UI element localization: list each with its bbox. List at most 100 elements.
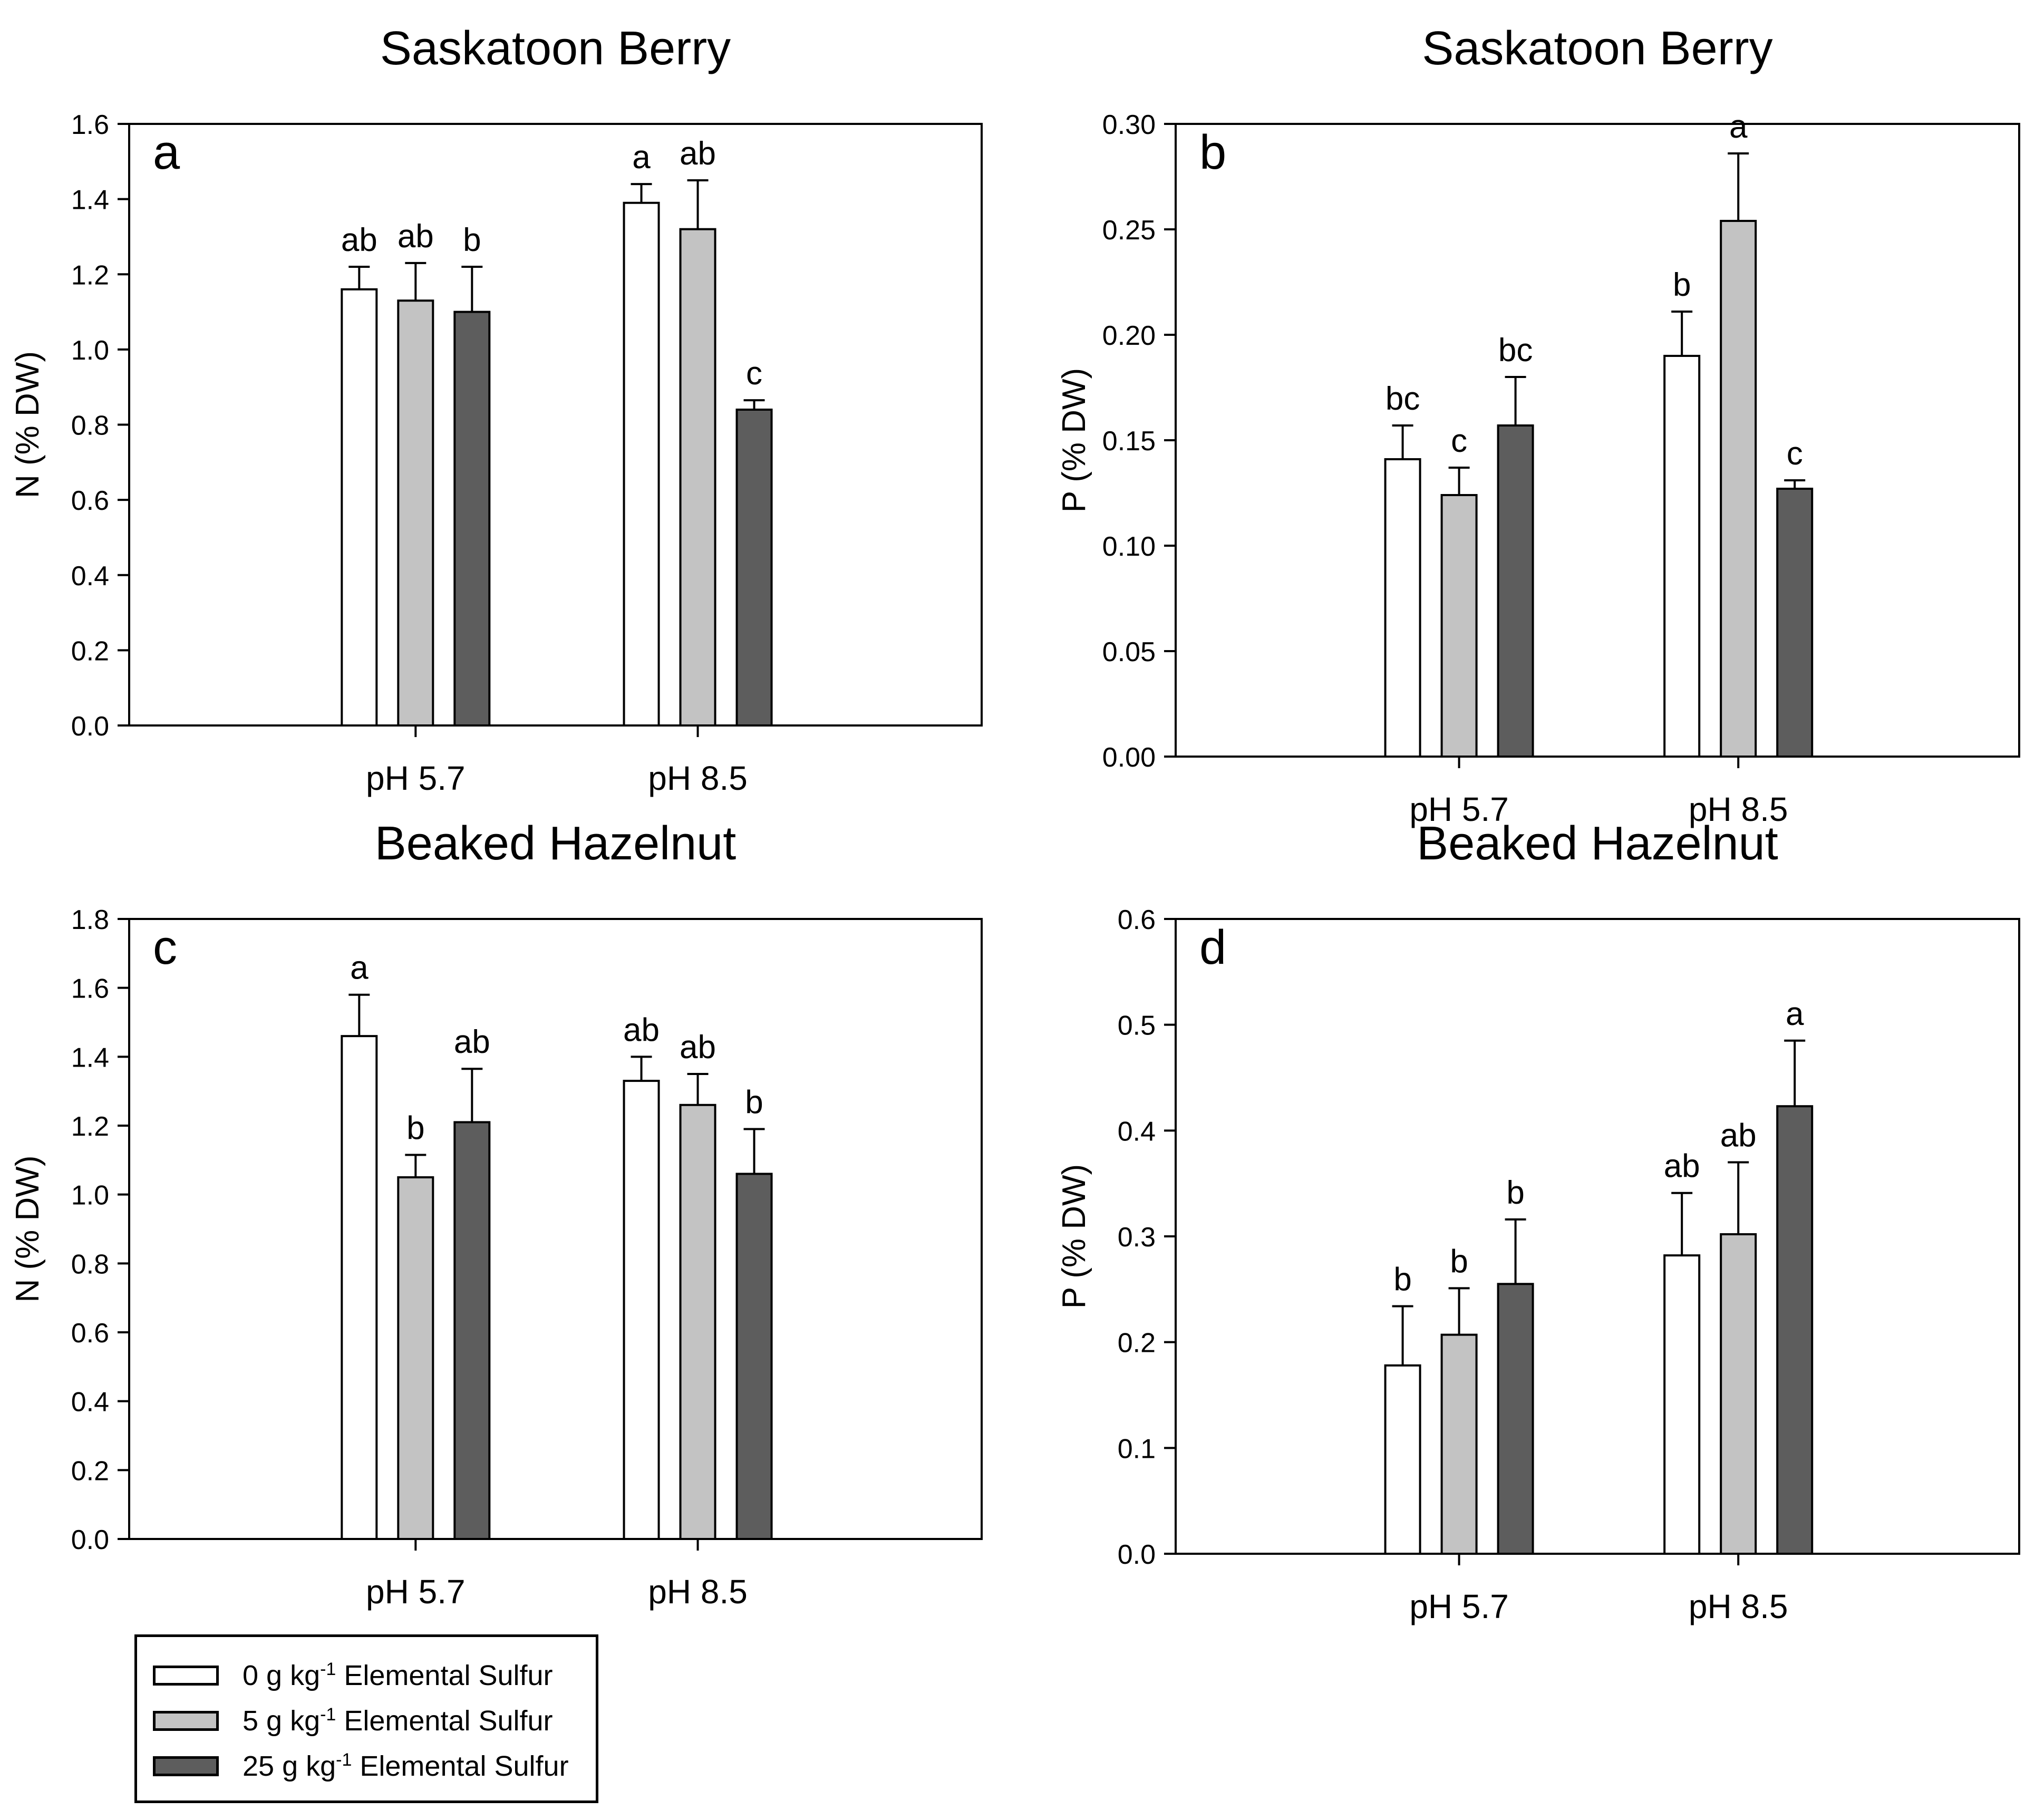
x-category-label: pH 5.7 bbox=[1409, 790, 1509, 828]
panel-a-saskatoon-berry-n: Saskatoon Berry N (% DW) 0.0 0.2 0.4 0.6 0.8 1.… bbox=[0, 0, 1018, 838]
chart-title: Saskatoon Berry bbox=[380, 22, 731, 75]
panel-letter: c bbox=[153, 921, 177, 974]
plot-box bbox=[1175, 918, 2020, 1555]
significance-letter: b bbox=[745, 1085, 763, 1121]
chart-title: Saskatoon Berry bbox=[1422, 22, 1772, 75]
series-1: b ab bbox=[397, 1029, 716, 1540]
significance-letter: bc bbox=[1498, 332, 1533, 369]
significance-letter: ab bbox=[1720, 1118, 1757, 1154]
x-category-label: pH 8.5 bbox=[648, 759, 748, 797]
y-axis: 0.0 0.2 0.4 0.6 0.8 1.0 1.2 1.4 1.6 1.8 bbox=[71, 905, 129, 1555]
y-tick-label: 1.8 bbox=[71, 905, 109, 935]
series-2: bc c bbox=[1497, 332, 1814, 758]
panel-letter: d bbox=[1199, 921, 1226, 974]
series-0: bc b bbox=[1384, 267, 1701, 758]
y-tick-label: 0.0 bbox=[71, 1525, 109, 1555]
panel-a-chart-svg: Saskatoon Berry N (% DW) 0.0 0.2 0.4 0.6 0.8 1.… bbox=[9, 22, 983, 797]
significance-letter: ab bbox=[454, 1024, 490, 1060]
legend-label: 0 g kg-1 Elemental Sulfur bbox=[243, 1659, 553, 1691]
series-0: a ab bbox=[341, 950, 660, 1540]
y-tick-label: 0.2 bbox=[1118, 1328, 1156, 1359]
y-tick-label: 1.4 bbox=[71, 185, 109, 216]
bar bbox=[679, 228, 716, 727]
y-axis: 0.0 0.2 0.4 0.6 0.8 1.0 1.2 1.4 1.6 bbox=[71, 110, 129, 742]
y-tick-label: 0.0 bbox=[1118, 1540, 1156, 1570]
legend-label: 25 g kg-1 Elemental Sulfur bbox=[243, 1750, 569, 1782]
y-tick-label: 0.8 bbox=[71, 411, 109, 441]
legend-swatch bbox=[153, 1711, 219, 1731]
y-tick-label: 1.6 bbox=[71, 974, 109, 1004]
bar bbox=[453, 1121, 491, 1540]
significance-letter: b bbox=[1450, 1243, 1468, 1280]
bar bbox=[341, 288, 378, 727]
series-0: ab a bbox=[341, 139, 660, 727]
x-category-label: pH 8.5 bbox=[1689, 1587, 1788, 1625]
y-tick-label: 1.6 bbox=[71, 110, 109, 140]
bar bbox=[397, 1176, 434, 1540]
y-tick-label: 0.25 bbox=[1102, 215, 1156, 246]
x-category-label: pH 5.7 bbox=[366, 759, 466, 797]
significance-letter: c bbox=[746, 355, 762, 392]
chart-title: Beaked Hazelnut bbox=[1417, 817, 1778, 870]
bar bbox=[341, 1035, 378, 1540]
y-tick-label: 0.4 bbox=[71, 561, 109, 592]
panel-d-beaked-hazelnut-p: Beaked Hazelnut P (% DW) 0.0 0.1 0.2 0.3 0.4 0.… bbox=[1018, 795, 2035, 1633]
significance-letter: b bbox=[1506, 1175, 1524, 1211]
x-axis: pH 5.7 pH 8.5 bbox=[366, 1539, 748, 1611]
significance-letter: ab bbox=[680, 135, 716, 172]
significance-letter: ab bbox=[341, 222, 377, 258]
y-tick-label: 0.4 bbox=[71, 1387, 109, 1418]
bar bbox=[1776, 1105, 1814, 1555]
y-tick-label: 0.1 bbox=[1118, 1434, 1156, 1464]
series-2: abb bbox=[453, 1024, 773, 1540]
x-category-label: pH 8.5 bbox=[648, 1573, 748, 1611]
panel-letter: a bbox=[153, 125, 180, 179]
panel-letter: b bbox=[1199, 125, 1226, 179]
legend-item: 25 g kg-1 Elemental Sulfur bbox=[137, 1744, 596, 1789]
bar bbox=[397, 299, 434, 727]
y-axis-label: P (% DW) bbox=[1056, 1164, 1092, 1309]
x-axis: pH 5.7 pH 8.5 bbox=[1409, 1554, 1788, 1625]
bar bbox=[1663, 355, 1701, 758]
significance-letter: ab bbox=[623, 1012, 660, 1048]
y-tick-label: 0.5 bbox=[1118, 1011, 1156, 1041]
significance-letter: c bbox=[1787, 435, 1803, 472]
bar bbox=[1497, 424, 1534, 758]
legend-item: 5 g kg-1 Elemental Sulfur bbox=[137, 1698, 596, 1744]
significance-letter: b bbox=[1393, 1261, 1411, 1298]
y-tick-label: 0.6 bbox=[71, 1318, 109, 1349]
significance-letter: ab bbox=[680, 1029, 716, 1066]
x-axis: pH 5.7 pH 8.5 bbox=[1409, 757, 1788, 828]
bar bbox=[1776, 488, 1814, 758]
bar bbox=[1720, 220, 1757, 758]
legend-label: 5 g kg-1 Elemental Sulfur bbox=[243, 1705, 553, 1737]
significance-letter: c bbox=[1451, 423, 1467, 459]
significance-letter: b bbox=[463, 222, 481, 258]
y-tick-label: 0.6 bbox=[71, 486, 109, 516]
plot-box bbox=[128, 123, 983, 727]
y-axis: 0.00 0.05 0.10 0.15 0.20 0.25 0.30 bbox=[1102, 110, 1176, 773]
series-1: ca bbox=[1440, 109, 1757, 758]
bar bbox=[735, 1173, 773, 1540]
y-tick-label: 1.0 bbox=[71, 335, 109, 366]
plot-box bbox=[128, 918, 983, 1540]
series-2: bc bbox=[453, 222, 773, 727]
x-category-label: pH 5.7 bbox=[366, 1573, 466, 1611]
panel-c-chart-svg: Beaked Hazelnut N (% DW) 0.0 0.2 0.4 0.6 0.8 1.… bbox=[9, 817, 983, 1611]
significance-letter: a bbox=[1786, 996, 1804, 1032]
y-tick-label: 0.30 bbox=[1102, 110, 1156, 140]
significance-letter: ab bbox=[398, 218, 434, 255]
series-2: ba bbox=[1497, 996, 1814, 1555]
significance-letter: ab bbox=[1664, 1148, 1700, 1185]
y-tick-label: 0.00 bbox=[1102, 742, 1156, 773]
y-tick-label: 0.2 bbox=[71, 1456, 109, 1486]
bar bbox=[453, 311, 491, 727]
y-tick-label: 0.6 bbox=[1118, 905, 1156, 935]
significance-letter: a bbox=[632, 139, 651, 176]
bar bbox=[1440, 494, 1478, 758]
y-axis-label: P (% DW) bbox=[1056, 368, 1092, 512]
bar bbox=[623, 201, 660, 727]
